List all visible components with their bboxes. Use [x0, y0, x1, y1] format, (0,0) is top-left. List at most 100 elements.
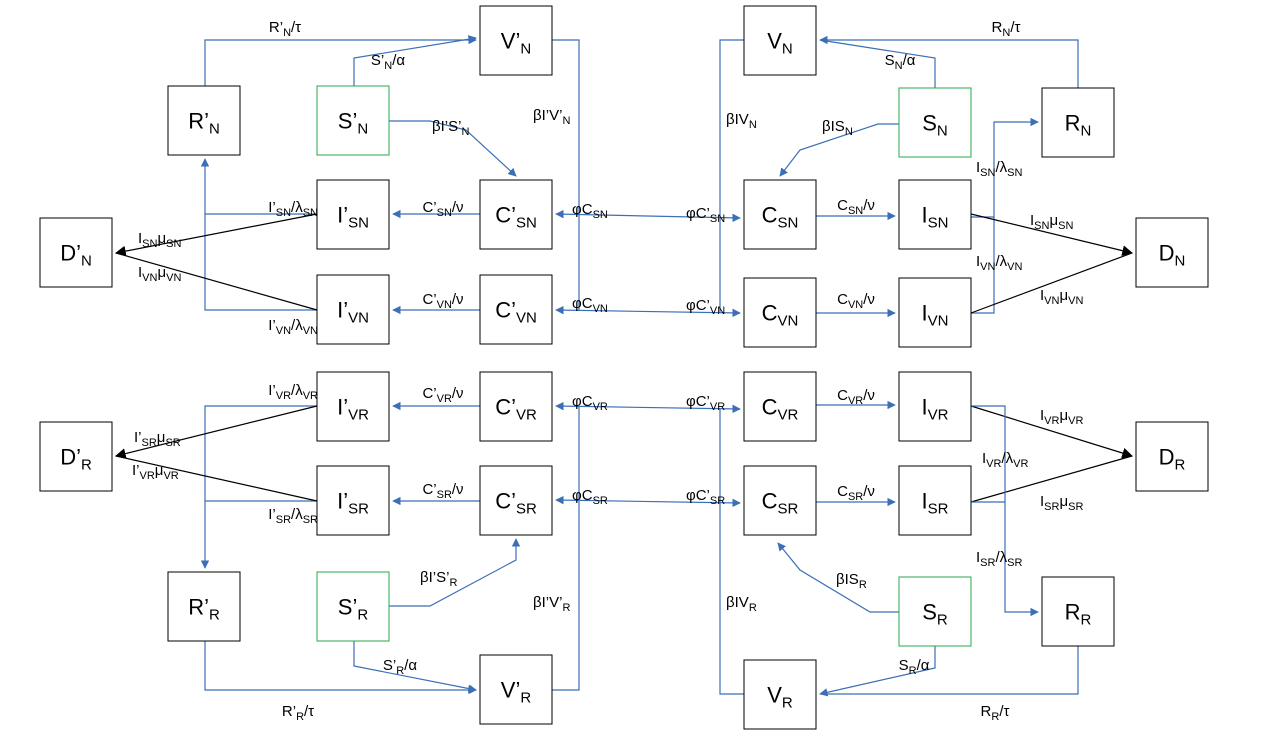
- node-label-sub: SN: [778, 215, 799, 232]
- node-c-sr: CSR: [743, 465, 817, 536]
- label-c-sr-to-i-sr: CSR/ν: [837, 483, 875, 503]
- node-v-r: VR: [743, 659, 817, 730]
- edge-ip-vn-to-dp-n: [115, 252, 318, 311]
- node-label-sub: SR: [778, 501, 799, 518]
- node-c-sn-box: [743, 179, 817, 250]
- node-label-sub: VR: [516, 407, 537, 424]
- node-d-n-box: [1135, 217, 1209, 288]
- label-s-n-to-v-n: SN/α: [885, 52, 916, 72]
- node-c-sr-box: [743, 465, 817, 536]
- label-text: βIV: [726, 111, 749, 128]
- label-text: R: [992, 19, 1003, 36]
- node-label-sub: R: [357, 607, 368, 624]
- node-v-n-box: [743, 5, 817, 76]
- node-label-main: I: [922, 203, 928, 228]
- label-i-vr-to-d-r: IVRμVR: [1040, 407, 1083, 427]
- node-cp-vn-box: [479, 274, 553, 345]
- node-d-r-label: DR: [1159, 445, 1186, 474]
- label-ip-vn-to-dp-n: IVNμVN: [138, 264, 181, 284]
- node-vp-n-label: V’N: [501, 29, 531, 58]
- label-text: μ: [157, 429, 166, 446]
- node-c-vn-box: [743, 277, 817, 348]
- label-text: R: [981, 703, 992, 720]
- label-subscript: SN: [1007, 167, 1022, 179]
- label-text: C’: [422, 385, 436, 402]
- node-v-r-box: [743, 659, 817, 730]
- label-subscript: N: [283, 27, 291, 39]
- label-text: I: [982, 450, 986, 467]
- label-i-vn-to-r-n: IVN/λVN: [976, 253, 1022, 273]
- node-label-main: D: [1159, 445, 1175, 470]
- label-sp-r-to-cp-sr: βI’S’R: [420, 569, 457, 589]
- node-cp-vr-box: [479, 371, 553, 442]
- label-text: I: [1040, 287, 1044, 304]
- node-rp-n-box: [167, 85, 241, 156]
- label-subscript: SN: [166, 238, 181, 250]
- node-r-r-label: RR: [1065, 600, 1092, 629]
- label-text: /ν: [452, 385, 464, 402]
- label-text: μ: [1049, 212, 1058, 229]
- edge-ip-vr-to-rp-r: [200, 405, 317, 569]
- node-label-main: R’: [188, 595, 209, 620]
- node-label-main: S: [922, 111, 937, 136]
- node-cp-sr: C’SR: [479, 465, 553, 536]
- node-label-main: I: [922, 489, 928, 514]
- edge-i-vr-to-d-r: [970, 405, 1134, 459]
- edge-cp-sr-to-c-sr: [555, 495, 741, 508]
- node-label-main: C’: [495, 489, 516, 514]
- edge-vp-n-outline: [552, 39, 580, 311]
- node-r-r: RR: [1041, 576, 1115, 647]
- label-text: I: [1030, 212, 1034, 229]
- label-subscript: R: [449, 577, 457, 589]
- node-s-r-label: SR: [922, 600, 948, 629]
- label-subscript: SN: [437, 207, 452, 219]
- label-subscript: N: [845, 126, 853, 138]
- label-subscript: N: [1002, 27, 1010, 39]
- label-subscript: VN: [1068, 295, 1083, 307]
- label-text: /α: [404, 657, 417, 674]
- label-ip-sn-to-dp-n: ISNμSN: [138, 230, 181, 250]
- node-label-sub: SR: [516, 501, 537, 518]
- label-text: C’: [422, 291, 436, 308]
- label-s-n-to-c-sn: βISN: [822, 118, 853, 138]
- node-vp-r: V’R: [479, 654, 553, 725]
- node-dp-r: D’R: [39, 421, 113, 492]
- node-label-main: D’: [60, 241, 81, 266]
- node-ip-vr-label: I’VR: [337, 395, 369, 424]
- label-subscript: SR: [142, 437, 157, 449]
- label-text: /α: [392, 52, 405, 69]
- label-subscript: SN: [303, 207, 318, 219]
- label-subscript: VR: [1044, 415, 1059, 427]
- label-subscript: SR: [165, 437, 180, 449]
- node-label-sub: N: [357, 121, 368, 138]
- node-label-sub: N: [782, 41, 793, 58]
- node-sp-n-box: [316, 85, 390, 156]
- label-subscript: SN: [593, 209, 608, 221]
- node-c-vn-label: CVN: [762, 301, 799, 330]
- label-rp-r-to-vp-r: R’R/τ: [282, 703, 314, 723]
- node-i-vr-box: [898, 371, 972, 442]
- node-cp-vr-label: C’VR: [495, 395, 537, 424]
- node-c-vr-label: CVR: [762, 395, 799, 424]
- node-dp-n-label: D’N: [60, 241, 92, 270]
- label-subscript: VN: [593, 303, 608, 315]
- node-i-vr-label: IVR: [922, 395, 949, 424]
- label-v-n-out: βIVN: [726, 111, 757, 131]
- node-s-r: SR: [898, 576, 972, 647]
- label-text: /λ: [291, 317, 303, 334]
- edge-rp-r-to-vp-r: [204, 641, 477, 695]
- node-vp-r-box: [479, 654, 553, 725]
- node-i-sr-label: ISR: [922, 489, 949, 518]
- label-text: C: [837, 197, 848, 214]
- label-i-vn-to-d-n: IVNμVN: [1040, 287, 1083, 307]
- label-text: I: [1040, 493, 1044, 510]
- node-ip-sr: I’SR: [316, 465, 390, 536]
- node-label-sub: N: [209, 121, 220, 138]
- node-i-sr-box: [898, 465, 972, 536]
- label-text: R’: [282, 703, 296, 720]
- node-ip-vr-box: [316, 371, 390, 442]
- label-subscript: R: [296, 711, 304, 723]
- label-subscript: VN: [710, 305, 725, 317]
- node-label-sub: N: [520, 41, 531, 58]
